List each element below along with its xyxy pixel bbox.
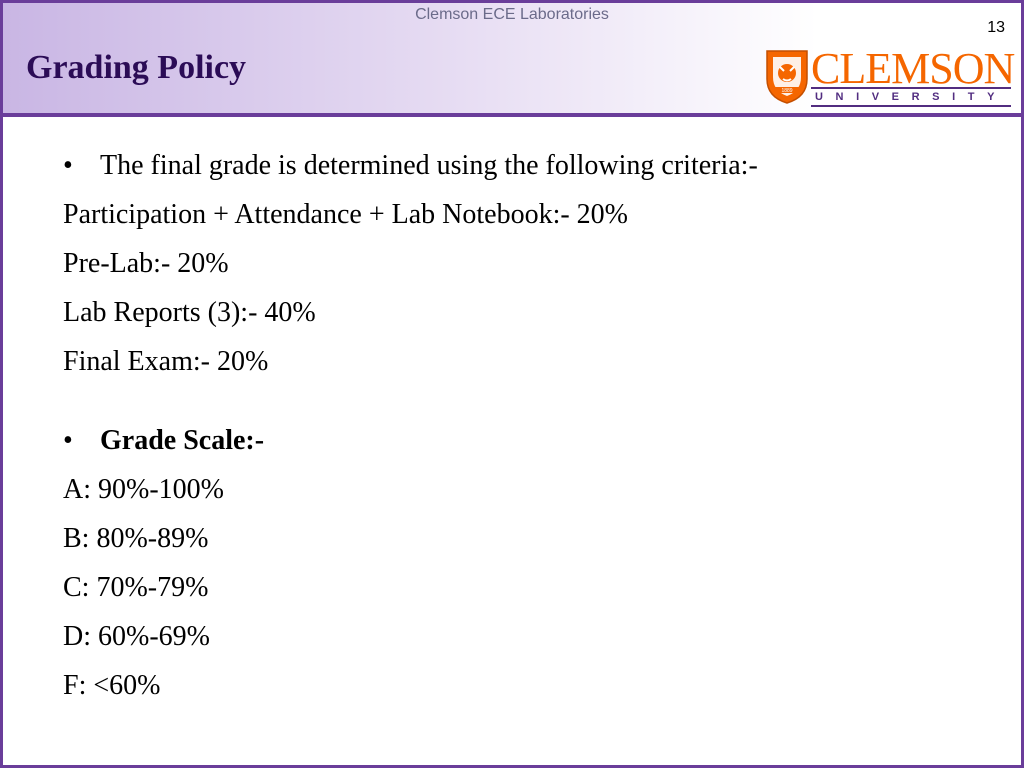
lab-name: Clemson ECE Laboratories [415,6,609,23]
bullet-dot-icon: • [63,425,73,456]
scale-item: F: <60% [63,670,161,701]
bullet-dot-icon: • [63,150,73,181]
slide-content: • The final grade is determined using th… [63,141,1003,710]
logo-wordmark: CLEMSON [811,44,1015,93]
page-title: Grading Policy [26,49,247,86]
scale-bullet: • Grade Scale:- [63,416,1003,465]
page-number: 13 [987,19,1005,36]
spacer [63,386,1003,416]
scale-item: B: 80%-89% [63,523,209,554]
crest-year: 1889 [781,88,792,94]
tiger-crest-icon: 1889 [766,50,808,104]
criteria-item: Final Exam:- 20% [63,346,269,377]
scale-item: D: 60%-69% [63,621,210,652]
criteria-item: Lab Reports (3):- 40% [63,297,316,328]
logo-rule [811,87,1011,89]
criteria-heading: The final grade is determined using the … [100,150,758,181]
clemson-logo: 1889 CLEMSON UNIVERSITY [765,45,1015,111]
criteria-item: Participation + Attendance + Lab Noteboo… [63,199,628,230]
slide-header: Clemson ECE Laboratories 13 Grading Poli… [3,3,1021,117]
logo-rule [811,105,1011,107]
scale-item: C: 70%-79% [63,572,209,603]
logo-subtext: UNIVERSITY [815,91,1008,103]
scale-item: A: 90%-100% [63,474,224,505]
criteria-item: Pre-Lab:- 20% [63,248,229,279]
scale-heading: Grade Scale:- [100,425,265,456]
criteria-bullet: • The final grade is determined using th… [63,141,1003,190]
